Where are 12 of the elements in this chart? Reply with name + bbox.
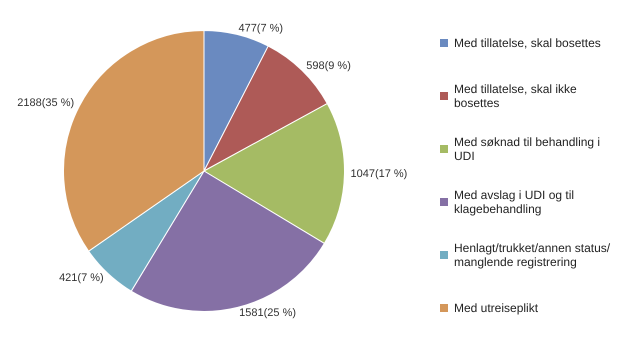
legend-label: Med utreiseplikt	[454, 300, 538, 314]
data-label: 2188(35 %)	[17, 97, 74, 110]
legend-label: Med tillatelse, skal ikke bosettes	[454, 82, 578, 110]
legend-label: Med avslag i UDI og til klagebehandling	[454, 188, 576, 216]
legend-label: Med søknad til behandling i UDI	[454, 134, 602, 162]
data-label: 598(9 %)	[306, 60, 351, 72]
legend-label: Med tillatelse, skal bosettes	[454, 36, 601, 50]
legend-label: Henlagt/trukket/annen status/ manglende registrering	[454, 240, 612, 268]
data-label: 477(7 %)	[238, 22, 284, 35]
data-label: 421(7 %)	[59, 272, 104, 284]
data-label: 1047(17 %)	[350, 168, 408, 180]
data-label: 1581(25 %)	[239, 307, 296, 320]
